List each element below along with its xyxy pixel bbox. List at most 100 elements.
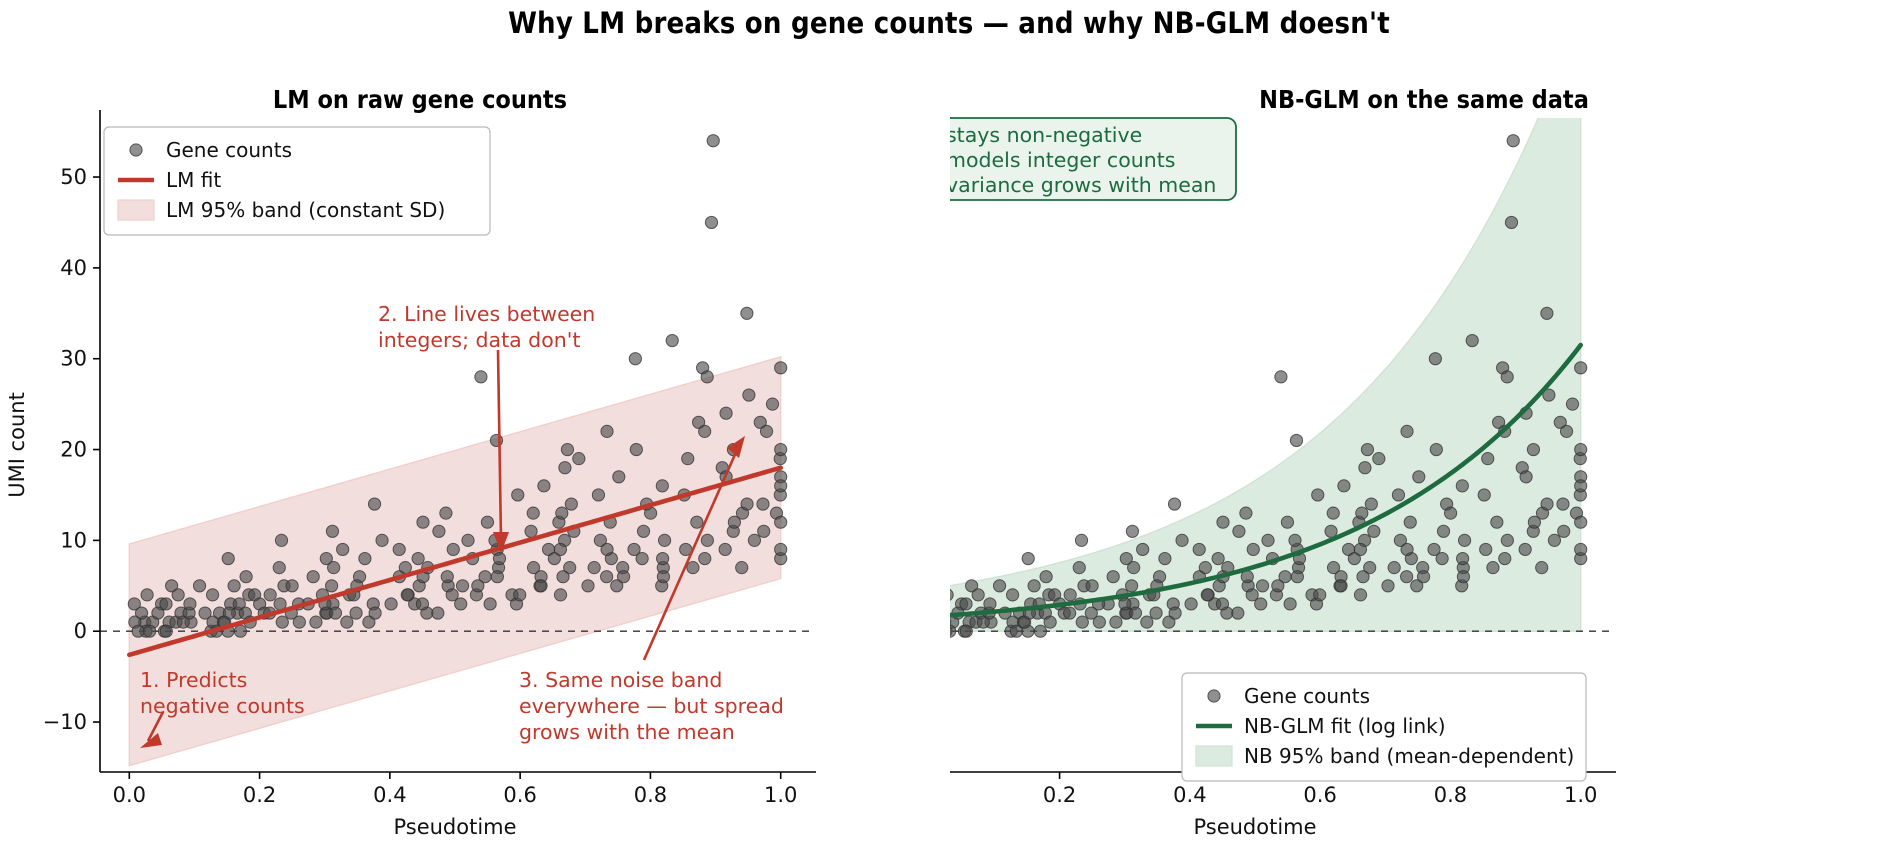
data-point [198, 606, 212, 620]
data-point [1574, 515, 1588, 529]
data-point [1162, 615, 1176, 629]
data-point [1367, 524, 1381, 538]
data-point [1560, 0, 1572, 6]
data-point [1547, 533, 1562, 547]
legend-item-label: Gene counts [166, 138, 292, 162]
y-tick-label: 40 [60, 256, 87, 280]
scatter-points [127, 0, 788, 638]
data-point [753, 415, 767, 429]
legend-item[interactable]: LM 95% band (constant SD) [117, 198, 445, 222]
legend-item[interactable]: NB-GLM fit (log link) [1196, 714, 1446, 738]
data-point [1575, 0, 1587, 6]
data-point [740, 306, 754, 320]
lm-legend[interactable]: Gene counts LM fit LM 95% band (constant S… [103, 126, 491, 236]
data-point [564, 497, 578, 511]
data-point [593, 533, 607, 547]
data-point [511, 488, 525, 502]
data-point [1572, 0, 1584, 6]
data-point [1127, 561, 1141, 575]
legend-item[interactable]: Gene counts [1207, 684, 1370, 708]
data-point [1288, 533, 1302, 547]
data-point [591, 488, 606, 502]
data-point [1492, 415, 1506, 429]
data-point [1427, 542, 1441, 557]
data-point [612, 470, 626, 484]
legend-item[interactable]: LM fit [118, 168, 221, 192]
x-tick-label: 0.8 [634, 783, 667, 807]
data-point [1239, 506, 1253, 520]
data-point [1274, 370, 1288, 384]
data-point [775, 0, 787, 6]
data-point [1337, 479, 1351, 493]
data-point [1358, 461, 1372, 475]
data-point [627, 542, 641, 557]
data-point [1356, 570, 1370, 584]
legend-item[interactable]: NB 95% band (mean-dependent) [1195, 744, 1574, 768]
data-point [1574, 442, 1588, 457]
data-point [1400, 570, 1414, 584]
data-point [454, 597, 468, 611]
data-point [1136, 542, 1150, 557]
data-point [1198, 561, 1212, 575]
nb-legend[interactable]: Gene counts NB-GLM fit (log link) NB 95% b… [1181, 672, 1587, 782]
data-point [760, 0, 772, 6]
checklist-item: ✓stays non-negative [950, 123, 1142, 147]
data-point [526, 561, 541, 575]
data-point [134, 606, 149, 620]
legend-patch-icon [117, 199, 155, 221]
data-point [1039, 570, 1053, 584]
data-point [1125, 524, 1140, 538]
data-point [665, 333, 679, 348]
data-point [655, 479, 669, 493]
legend-item-label: LM 95% band (constant SD) [166, 198, 445, 222]
data-point [1410, 579, 1424, 593]
data-point [1504, 215, 1519, 230]
data-point [757, 524, 771, 538]
data-point [398, 561, 412, 575]
data-point [1360, 442, 1375, 457]
data-point [1465, 333, 1479, 348]
annotation-2-arrowhead [493, 532, 509, 553]
data-point [1506, 134, 1520, 148]
data-point [1290, 570, 1304, 584]
legend-item-label: NB 95% band (mean-dependent) [1244, 744, 1574, 768]
data-point [563, 561, 577, 575]
annotation-1-arrow [146, 711, 165, 742]
data-point [1574, 361, 1588, 375]
data-point [480, 515, 495, 529]
data-point [759, 424, 774, 438]
data-point [1556, 497, 1570, 511]
x-tick-label: 0.4 [373, 783, 406, 807]
x-tick-label: 1.0 [764, 783, 797, 807]
data-point [165, 579, 179, 593]
annotation-3-line: 3. Same noise band [519, 668, 722, 692]
data-point [1027, 579, 1041, 593]
data-point [1175, 533, 1189, 547]
data-point [1063, 588, 1077, 602]
data-point [1429, 442, 1443, 457]
data-point [1381, 579, 1395, 593]
data-point [461, 533, 475, 547]
data-point [439, 506, 453, 520]
x-tick-label: 0.8 [1434, 783, 1467, 807]
y-tick-label: 20 [60, 438, 87, 462]
data-point [1074, 533, 1089, 547]
data-point [1518, 542, 1532, 557]
data-point [1118, 597, 1132, 611]
data-point [657, 533, 672, 547]
data-point [263, 588, 277, 602]
data-point [537, 479, 551, 493]
nb-advantages-checklist: ✓stays non-negative✓models integer count… [950, 117, 1237, 201]
data-point [272, 561, 286, 575]
data-point [706, 134, 720, 148]
data-point [1456, 570, 1471, 584]
data-point [616, 570, 631, 584]
data-point [490, 570, 504, 584]
data-point [1393, 533, 1407, 547]
data-point [1232, 524, 1246, 538]
data-point [742, 388, 756, 402]
data-point [553, 588, 568, 602]
legend-item[interactable]: Gene counts [129, 138, 292, 162]
